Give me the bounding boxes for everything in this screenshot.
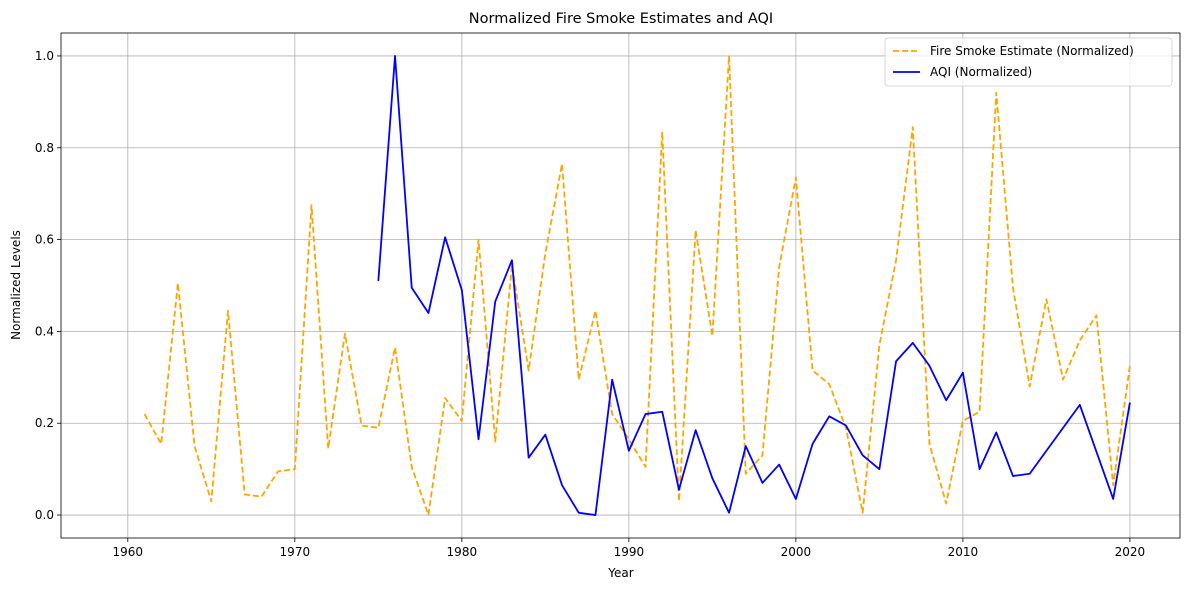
y-tick-label: 0.2 xyxy=(35,416,54,430)
legend-label-fire-smoke: Fire Smoke Estimate (Normalized) xyxy=(930,44,1134,58)
x-tick-label: 2010 xyxy=(948,545,979,559)
series-line-fire-smoke xyxy=(143,55,1131,516)
plot-frame xyxy=(60,32,1181,539)
y-tick-label: 0.4 xyxy=(35,324,54,338)
chart-title: Normalized Fire Smoke Estimates and AQI xyxy=(469,11,773,27)
x-tick-label: 1970 xyxy=(280,545,311,559)
x-tick-label: 2020 xyxy=(1115,545,1146,559)
legend-frame xyxy=(884,37,1173,87)
y-tick-label: 1.0 xyxy=(35,49,54,63)
series-layer xyxy=(143,55,1131,516)
grid xyxy=(61,33,1180,538)
x-tick-label: 1980 xyxy=(447,545,478,559)
x-tick-label: 1960 xyxy=(113,545,144,559)
y-tick-label: 0.8 xyxy=(35,141,54,155)
y-tick-label: 0.6 xyxy=(35,233,54,247)
x-tick-label: 1990 xyxy=(614,545,645,559)
legend: Fire Smoke Estimate (Normalized) AQI (No… xyxy=(884,37,1173,87)
y-tick-label: 0.0 xyxy=(35,508,54,522)
series-line-aqi xyxy=(377,55,1131,516)
ticks: 1960 1970 1980 1990 2000 2010 2020 0.0 0.2 0.4 0.6… xyxy=(35,49,1145,559)
x-axis-title: Year xyxy=(607,566,633,580)
legend-label-aqi: AQI (Normalized) xyxy=(930,65,1032,79)
y-axis-title: Normalized Levels xyxy=(9,230,23,340)
x-tick-label: 2000 xyxy=(781,545,812,559)
